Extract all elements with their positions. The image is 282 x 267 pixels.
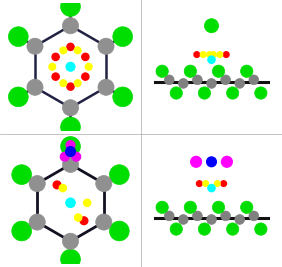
Circle shape	[208, 184, 215, 192]
Circle shape	[241, 65, 253, 77]
Circle shape	[255, 87, 267, 99]
Circle shape	[170, 87, 182, 99]
Circle shape	[221, 75, 230, 85]
Circle shape	[82, 53, 89, 60]
Circle shape	[60, 47, 67, 54]
Circle shape	[53, 181, 61, 189]
Circle shape	[61, 0, 80, 16]
Circle shape	[207, 157, 216, 167]
Circle shape	[235, 215, 244, 224]
Circle shape	[96, 214, 112, 230]
Circle shape	[109, 165, 129, 184]
Circle shape	[156, 65, 168, 77]
Circle shape	[75, 214, 82, 221]
Circle shape	[221, 181, 226, 186]
Circle shape	[203, 181, 209, 186]
Circle shape	[207, 52, 212, 57]
Circle shape	[12, 165, 32, 184]
Circle shape	[60, 80, 67, 87]
Circle shape	[62, 233, 79, 249]
Circle shape	[208, 56, 215, 63]
Circle shape	[66, 147, 75, 156]
Circle shape	[207, 78, 216, 88]
Circle shape	[156, 201, 168, 213]
Circle shape	[29, 175, 45, 192]
Circle shape	[66, 62, 75, 71]
Circle shape	[212, 65, 225, 77]
Circle shape	[67, 43, 74, 50]
Circle shape	[170, 223, 182, 235]
Circle shape	[60, 152, 69, 161]
Circle shape	[184, 201, 197, 213]
Circle shape	[198, 87, 211, 99]
Circle shape	[235, 78, 244, 88]
Circle shape	[184, 65, 197, 77]
Circle shape	[193, 211, 202, 221]
Circle shape	[194, 52, 200, 57]
Circle shape	[67, 83, 74, 90]
Circle shape	[61, 136, 80, 156]
Circle shape	[52, 53, 59, 60]
Circle shape	[8, 27, 28, 46]
Circle shape	[223, 52, 229, 57]
Circle shape	[98, 79, 114, 95]
Circle shape	[62, 18, 79, 34]
Circle shape	[211, 52, 216, 57]
Circle shape	[207, 215, 216, 224]
Circle shape	[52, 73, 59, 80]
Circle shape	[49, 64, 56, 70]
Circle shape	[204, 19, 219, 33]
Circle shape	[82, 73, 89, 80]
Circle shape	[226, 87, 239, 99]
Circle shape	[74, 80, 81, 87]
Circle shape	[62, 156, 79, 172]
Circle shape	[197, 181, 202, 186]
Circle shape	[66, 141, 75, 150]
Circle shape	[96, 175, 112, 192]
Circle shape	[255, 223, 267, 235]
Circle shape	[83, 199, 91, 206]
Circle shape	[179, 215, 188, 224]
Circle shape	[72, 152, 81, 161]
Circle shape	[179, 78, 188, 88]
Circle shape	[113, 27, 133, 46]
Circle shape	[217, 52, 223, 57]
Circle shape	[221, 156, 232, 167]
Circle shape	[249, 75, 259, 85]
Circle shape	[109, 221, 129, 241]
Circle shape	[8, 87, 28, 107]
Circle shape	[113, 87, 133, 107]
Circle shape	[62, 100, 79, 116]
Circle shape	[212, 201, 225, 213]
Circle shape	[214, 181, 220, 186]
Circle shape	[27, 79, 43, 95]
Circle shape	[164, 211, 174, 221]
Circle shape	[200, 52, 206, 57]
Circle shape	[61, 117, 80, 137]
Circle shape	[191, 156, 202, 167]
Circle shape	[59, 184, 66, 192]
Circle shape	[12, 221, 32, 241]
Circle shape	[226, 223, 239, 235]
Circle shape	[80, 217, 88, 225]
Circle shape	[29, 214, 45, 230]
Circle shape	[85, 64, 92, 70]
Circle shape	[249, 211, 259, 221]
Circle shape	[198, 223, 211, 235]
Circle shape	[98, 38, 114, 54]
Circle shape	[164, 75, 174, 85]
Circle shape	[221, 211, 230, 221]
Circle shape	[193, 75, 202, 85]
Circle shape	[27, 38, 43, 54]
Circle shape	[241, 201, 253, 213]
Circle shape	[66, 198, 75, 207]
Circle shape	[61, 249, 80, 267]
Circle shape	[74, 47, 81, 54]
